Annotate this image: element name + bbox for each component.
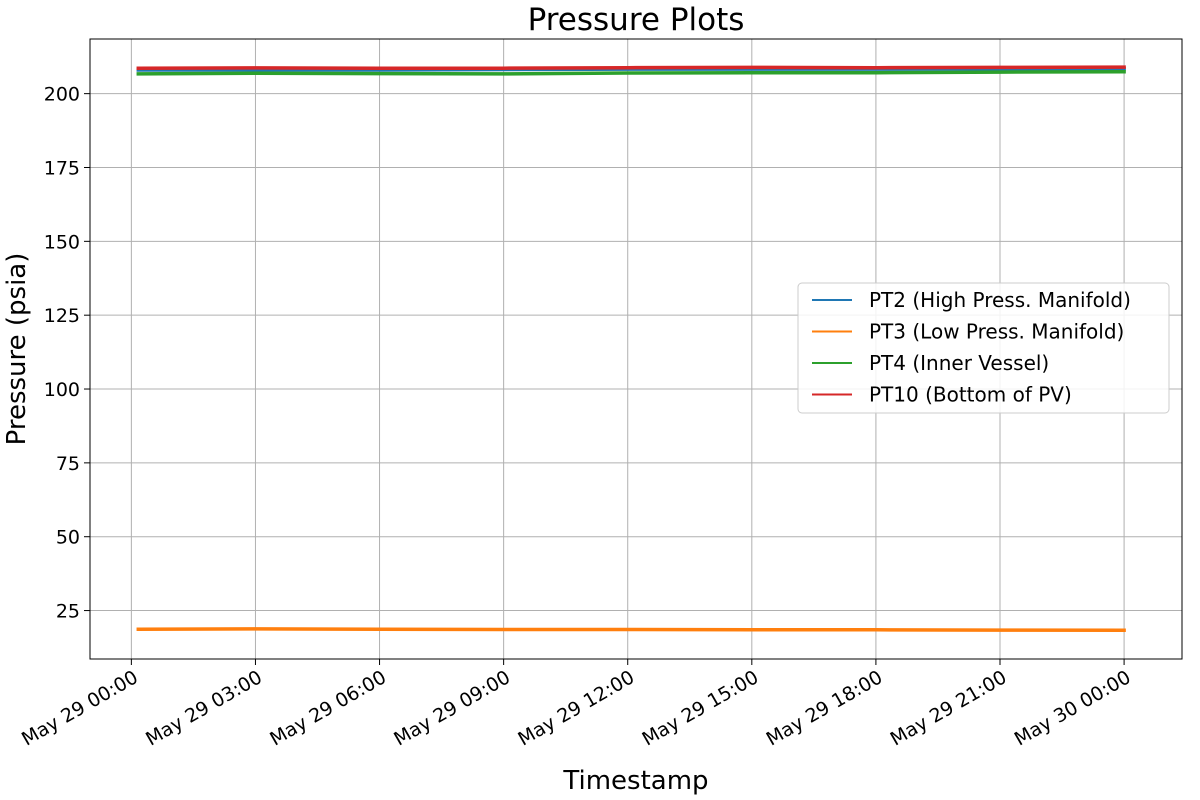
y-tick-label: 75 xyxy=(56,453,80,475)
y-tick-label: 125 xyxy=(44,305,80,327)
chart-title: Pressure Plots xyxy=(528,2,745,38)
y-tick-label: 50 xyxy=(56,527,80,549)
y-tick-label: 100 xyxy=(44,379,80,401)
plot-frame xyxy=(89,38,1183,660)
y-tick-label: 25 xyxy=(56,601,80,623)
y-axis-label: Pressure (psia) xyxy=(2,253,32,446)
legend-label: PT3 (Low Press. Manifold) xyxy=(869,320,1124,344)
series-line-1 xyxy=(136,627,1126,633)
y-axis: 25 50 75 100 125 150 175 200 xyxy=(44,84,90,623)
plot-series xyxy=(136,65,1126,633)
x-axis-label: Timestamp xyxy=(562,766,708,796)
y-tick-label: 150 xyxy=(44,231,80,253)
y-tick-label: 200 xyxy=(44,84,80,106)
y-tick-label: 175 xyxy=(44,157,80,179)
legend-label: PT2 (High Press. Manifold) xyxy=(869,288,1131,312)
legend-entries: PT2 (High Press. Manifold) PT3 (Low Press… xyxy=(812,288,1131,407)
series-line-2 xyxy=(136,70,1126,76)
legend-label: PT4 (Inner Vessel) xyxy=(869,351,1049,375)
series-line-3 xyxy=(136,65,1126,70)
legend: PT2 (High Press. Manifold) PT3 (Low Press… xyxy=(797,282,1170,414)
legend-label: PT10 (Bottom of PV) xyxy=(869,383,1072,407)
legend-box xyxy=(797,282,1170,414)
